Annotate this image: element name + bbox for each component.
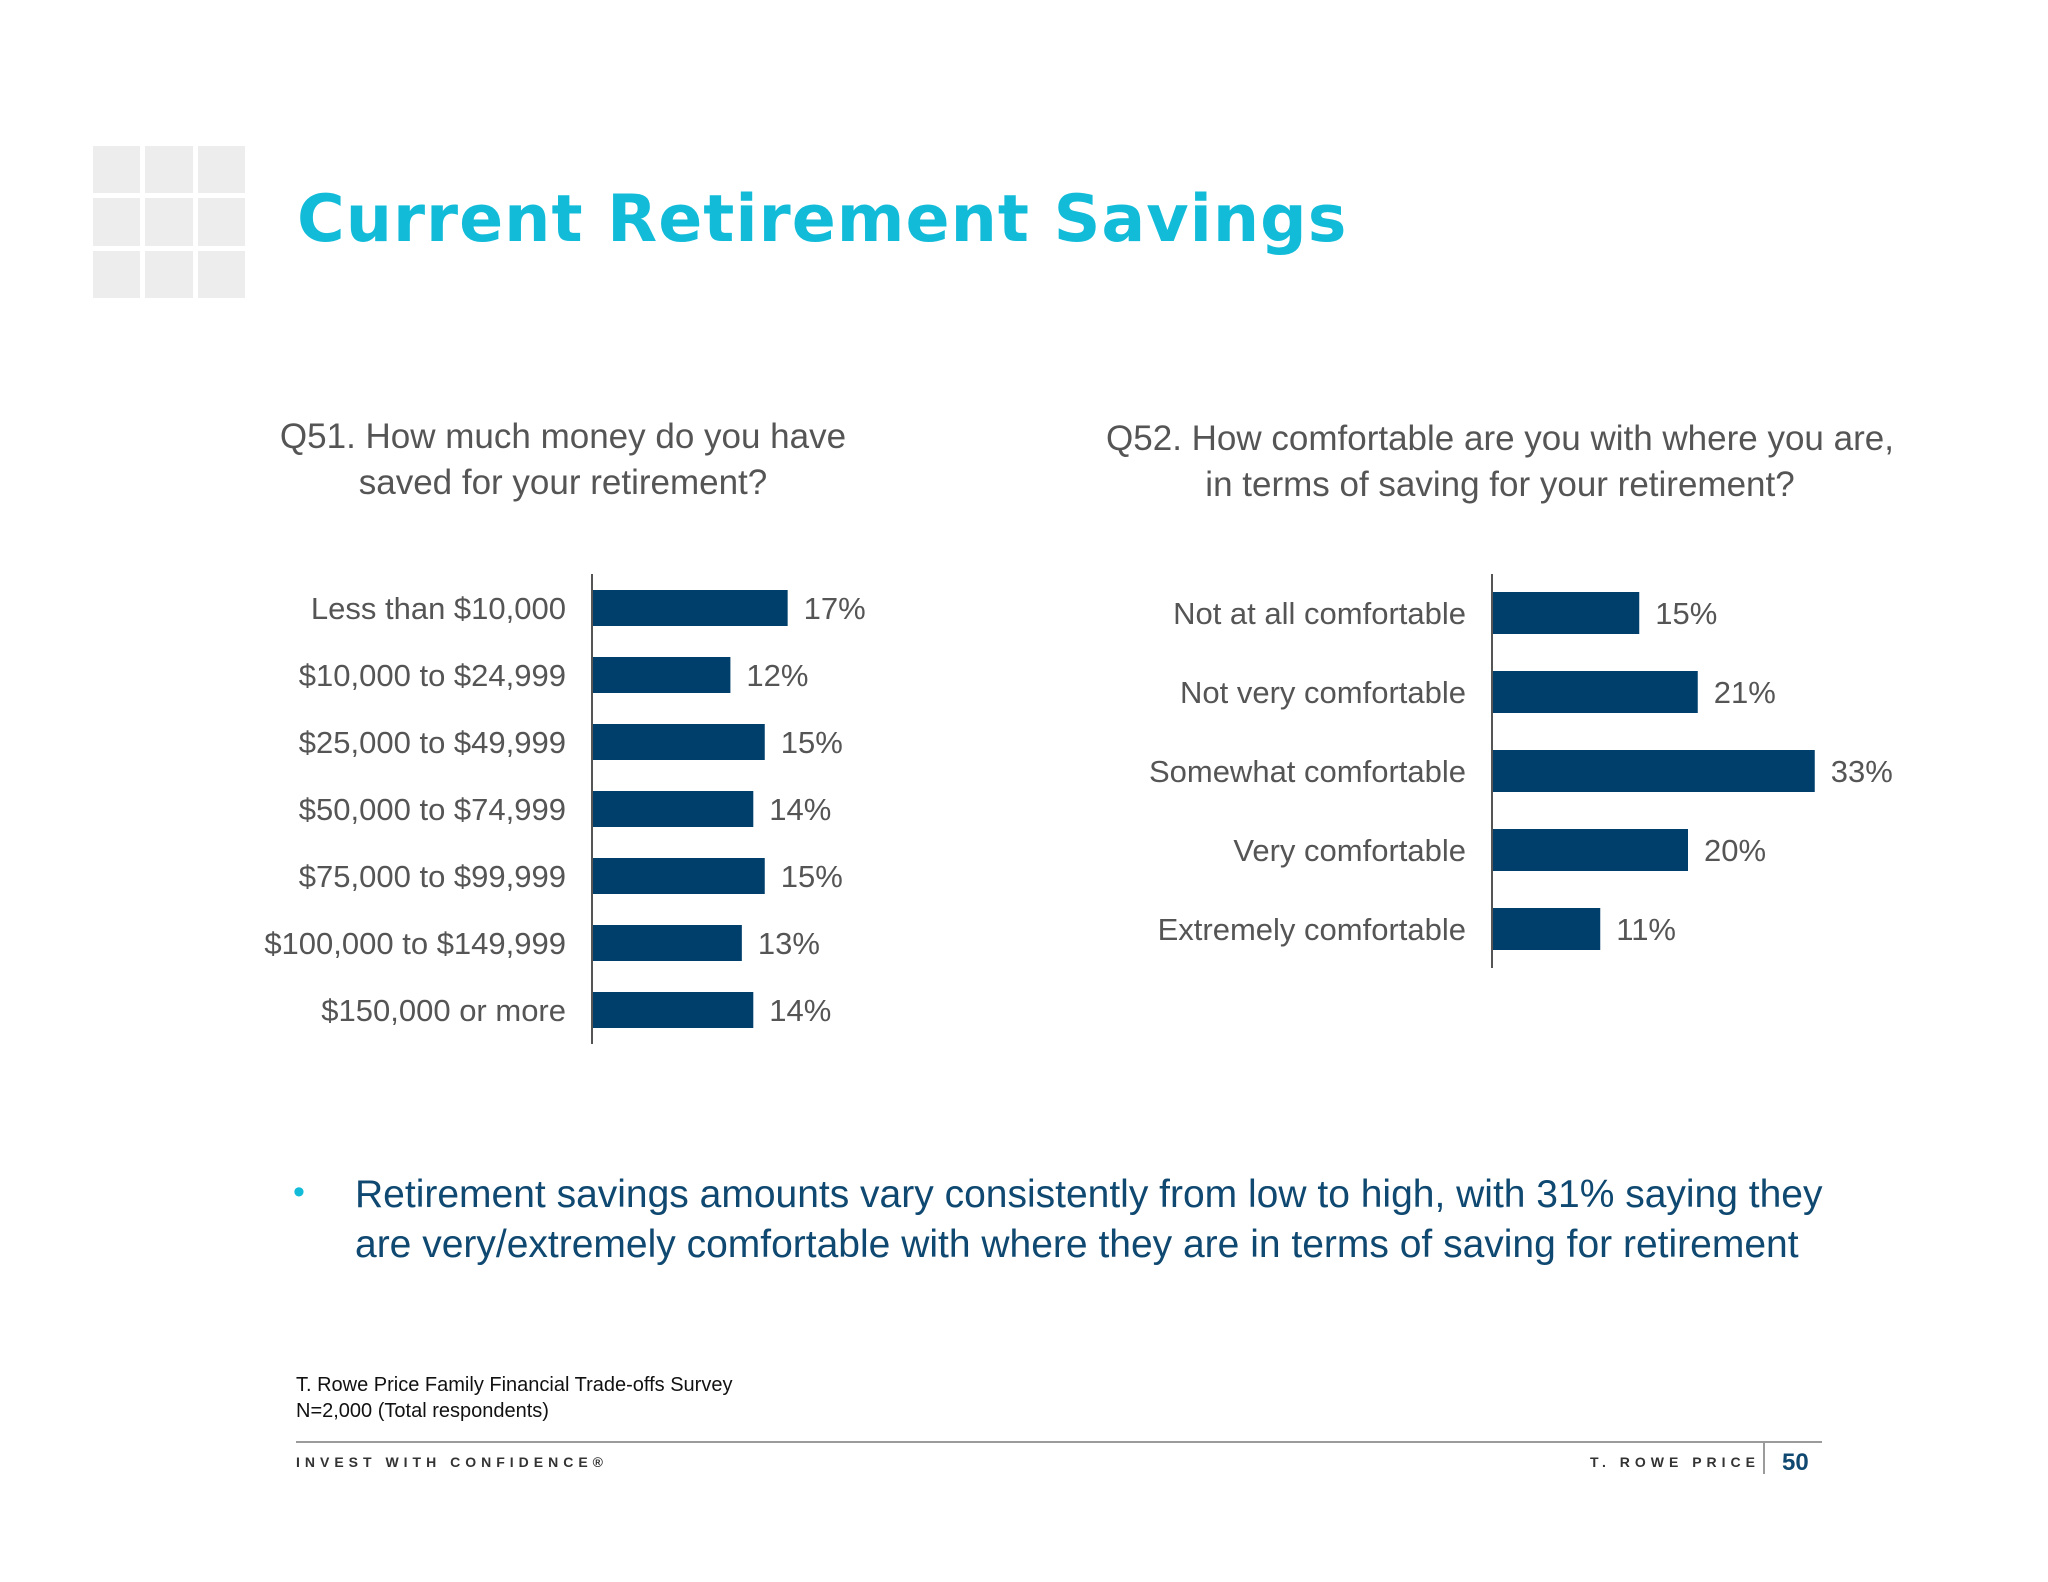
summary-bullet: Retirement savings amounts vary consiste… [355, 1173, 1823, 1266]
q51-value-label: 13% [758, 926, 820, 961]
page-number: 50 [1782, 1449, 1809, 1476]
q51-category-label: $75,000 to $99,999 [299, 859, 566, 894]
q51-value-label: 15% [781, 859, 843, 894]
q51-value-label: 12% [746, 658, 808, 693]
q51-bar [593, 858, 765, 894]
q51-category-label: $25,000 to $49,999 [299, 725, 566, 760]
source-sample: N=2,000 (Total respondents) [296, 1400, 549, 1422]
q51-bar [593, 925, 742, 961]
bullet-icon: • [293, 1173, 305, 1211]
q51-value-label: 14% [769, 993, 831, 1028]
q51-bar [593, 791, 754, 827]
q52-bar [1493, 671, 1698, 713]
q52-category-label: Not at all comfortable [1173, 596, 1466, 631]
footer-divider [296, 1441, 1822, 1443]
source-survey: T. Rowe Price Family Financial Trade-off… [296, 1374, 733, 1396]
q52-value-label: 20% [1704, 833, 1766, 868]
q51-value-label: 15% [781, 725, 843, 760]
q51-bar [593, 992, 754, 1028]
q51-category-label: $10,000 to $24,999 [299, 658, 566, 693]
page-number-divider [1763, 1441, 1765, 1474]
footer-tagline: INVEST WITH CONFIDENCE® [296, 1454, 608, 1470]
q52-category-label: Extremely comfortable [1158, 912, 1466, 947]
q51-bar [593, 724, 765, 760]
q52-bar [1493, 829, 1688, 871]
q52-value-label: 21% [1714, 675, 1776, 710]
q52-bar [1493, 750, 1815, 792]
q51-bar [593, 590, 788, 626]
q52-value-label: 33% [1831, 754, 1893, 789]
q51-bar [593, 657, 731, 693]
q52-category-label: Somewhat comfortable [1149, 754, 1466, 789]
footer-brand: T. ROWE PRICE [1590, 1454, 1761, 1470]
q51-category-label: $50,000 to $74,999 [299, 792, 566, 827]
chart-title-q52: Q52. How comfortable are you with where … [1106, 419, 1894, 504]
q52-bar [1493, 592, 1640, 634]
source-note: T. Rowe Price Family Financial Trade-off… [296, 1372, 732, 1424]
logo-grid-icon [93, 146, 245, 298]
chart-title-q51: Q51. How much money do you have saved fo… [279, 417, 847, 502]
q52-category-label: Not very comfortable [1180, 675, 1466, 710]
page-title: Current Retirement Savings [297, 182, 1348, 257]
q52-bar [1493, 908, 1601, 950]
q52-value-label: 11% [1616, 912, 1676, 947]
q52-value-label: 15% [1655, 596, 1717, 631]
q51-category-label: Less than $10,000 [311, 591, 566, 626]
q51-value-label: 14% [769, 792, 831, 827]
q52-category-label: Very comfortable [1233, 833, 1466, 868]
q51-category-label: $100,000 to $149,999 [264, 926, 566, 961]
q51-value-label: 17% [804, 591, 866, 626]
q51-category-label: $150,000 or more [321, 993, 566, 1028]
